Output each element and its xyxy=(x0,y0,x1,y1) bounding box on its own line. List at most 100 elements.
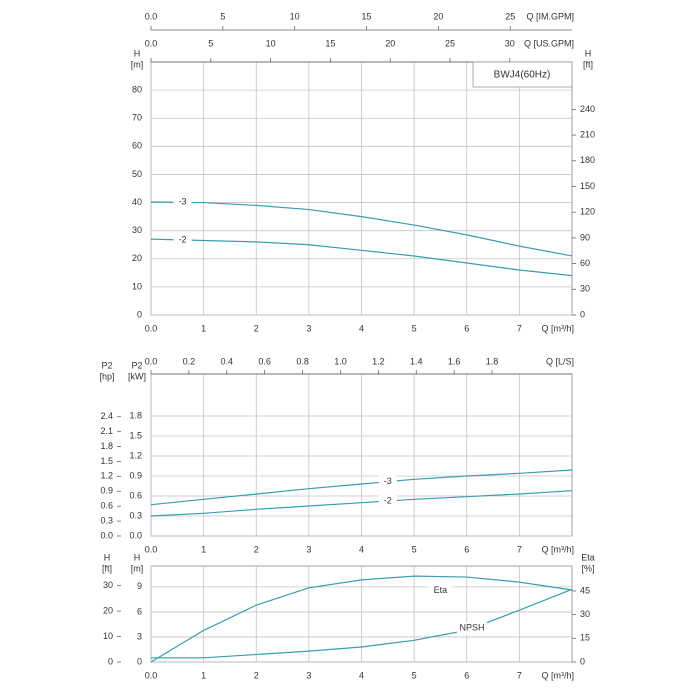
x-tick-label: 7 xyxy=(517,544,522,554)
y-tick-label: 70 xyxy=(132,113,142,123)
x-tick-label: 1 xyxy=(201,670,206,680)
y-tick-label: 6 xyxy=(137,606,142,616)
x-tick-label: 3 xyxy=(306,544,311,554)
x-axis-title: Q [m³/h] xyxy=(541,670,574,680)
top-tick-label: 0.0 xyxy=(145,356,158,366)
y-tick-label: 60 xyxy=(580,258,590,268)
x-tick-label: 0.0 xyxy=(145,544,158,554)
curve-label: Eta xyxy=(434,585,448,595)
curve-label: NPSH xyxy=(460,623,485,633)
curve-label-bg xyxy=(428,584,453,597)
curve xyxy=(150,469,573,506)
top-tick-label: 25 xyxy=(445,38,455,48)
curve-label: -3 xyxy=(384,476,392,486)
y-tick-label: 10 xyxy=(103,631,113,641)
x-tick-label: 6 xyxy=(464,323,469,333)
top-axis-title: Q [US.GPM] xyxy=(524,38,574,48)
y-tick-label: 15 xyxy=(580,633,590,643)
top-tick-label: 1.2 xyxy=(372,356,385,366)
y-axis-title: Eta xyxy=(581,552,595,562)
top-tick-label: 1.0 xyxy=(334,356,347,366)
x-tick-label: 7 xyxy=(517,323,522,333)
y-axis-unit: [%] xyxy=(581,563,594,573)
y-tick-label: 30 xyxy=(580,284,590,294)
top-tick-label: 25 xyxy=(505,11,515,21)
y-tick-label: 2.1 xyxy=(100,426,113,436)
x-tick-label: 5 xyxy=(412,323,417,333)
y-tick-label: 0 xyxy=(580,656,585,666)
y-tick-label: 180 xyxy=(580,155,595,165)
top-tick-label: 10 xyxy=(290,11,300,21)
top-tick-label: 0.0 xyxy=(145,38,158,48)
y-tick-label: 80 xyxy=(132,84,142,94)
y-axis-unit: [m] xyxy=(131,563,144,573)
y-tick-label: 10 xyxy=(132,281,142,291)
curve xyxy=(151,588,573,659)
y-tick-label: 1.2 xyxy=(100,471,113,481)
y-tick-label: 0 xyxy=(108,656,113,666)
top-tick-label: 1.4 xyxy=(410,356,423,366)
y-tick-label: 1.2 xyxy=(129,450,142,460)
top-axis-title: Q [IM.GPM] xyxy=(526,11,574,21)
y-tick-label: 2.4 xyxy=(100,411,113,421)
y-tick-label: 0 xyxy=(137,656,142,666)
curve-label-bg xyxy=(173,196,192,209)
top-tick-label: 0.2 xyxy=(183,356,196,366)
y-axis-unit: [ft] xyxy=(102,563,112,573)
y-tick-label: 1.5 xyxy=(129,430,142,440)
top-tick-label: 20 xyxy=(385,38,395,48)
y-tick-label: 1.8 xyxy=(129,410,142,420)
y-tick-label: 50 xyxy=(132,169,142,179)
curve xyxy=(150,490,573,517)
model-box xyxy=(472,61,573,88)
y-axis-title: H xyxy=(585,48,592,58)
top-tick-label: 0.8 xyxy=(296,356,309,366)
y-tick-label: 0.3 xyxy=(129,510,142,520)
top-tick-label: 0.6 xyxy=(258,356,271,366)
y-axis-title: P2 xyxy=(101,360,112,370)
y-tick-label: 0.6 xyxy=(100,501,113,511)
top-tick-label: 15 xyxy=(325,38,335,48)
curve-label-bg xyxy=(378,475,397,488)
curve-label: -2 xyxy=(179,234,187,244)
x-tick-label: 1 xyxy=(201,323,206,333)
y-tick-label: 30 xyxy=(132,225,142,235)
y-tick-label: 60 xyxy=(132,141,142,151)
y-axis-title: H xyxy=(104,552,111,562)
y-tick-label: 30 xyxy=(580,609,590,619)
y-tick-label: 20 xyxy=(103,605,113,615)
y-tick-label: 1.5 xyxy=(100,456,113,466)
x-tick-label: 3 xyxy=(306,670,311,680)
y-tick-label: 0.0 xyxy=(129,530,142,540)
x-tick-label: 6 xyxy=(464,544,469,554)
curve xyxy=(150,238,573,277)
top-tick-label: 15 xyxy=(362,11,372,21)
y-axis-title: P2 xyxy=(131,360,142,370)
y-axis-unit: [ft] xyxy=(583,59,593,69)
curve-label-bg xyxy=(457,622,488,635)
y-tick-label: 120 xyxy=(580,207,595,217)
y-tick-label: 90 xyxy=(580,232,590,242)
top-tick-label: 10 xyxy=(266,38,276,48)
top-tick-label: 5 xyxy=(208,38,213,48)
y-tick-label: 0.9 xyxy=(100,486,113,496)
top-tick-label: 30 xyxy=(505,38,515,48)
x-axis-title: Q [m³/h] xyxy=(541,323,574,333)
y-axis-title: H xyxy=(134,552,141,562)
x-tick-label: 4 xyxy=(359,323,364,333)
y-axis-unit: [m] xyxy=(131,59,144,69)
x-tick-label: 4 xyxy=(359,670,364,680)
x-tick-label: 2 xyxy=(254,544,259,554)
y-tick-label: 40 xyxy=(132,197,142,207)
y-tick-label: 3 xyxy=(137,631,142,641)
x-tick-label: 2 xyxy=(254,323,259,333)
curve-label: -2 xyxy=(384,495,392,505)
y-axis-unit: [hp] xyxy=(99,371,114,381)
x-tick-label: 7 xyxy=(517,670,522,680)
top-tick-label: 0.4 xyxy=(221,356,234,366)
x-tick-label: 6 xyxy=(464,670,469,680)
x-tick-label: 5 xyxy=(412,544,417,554)
x-tick-label: 2 xyxy=(254,670,259,680)
y-tick-label: 0 xyxy=(580,309,585,319)
top-tick-label: 1.8 xyxy=(486,356,499,366)
